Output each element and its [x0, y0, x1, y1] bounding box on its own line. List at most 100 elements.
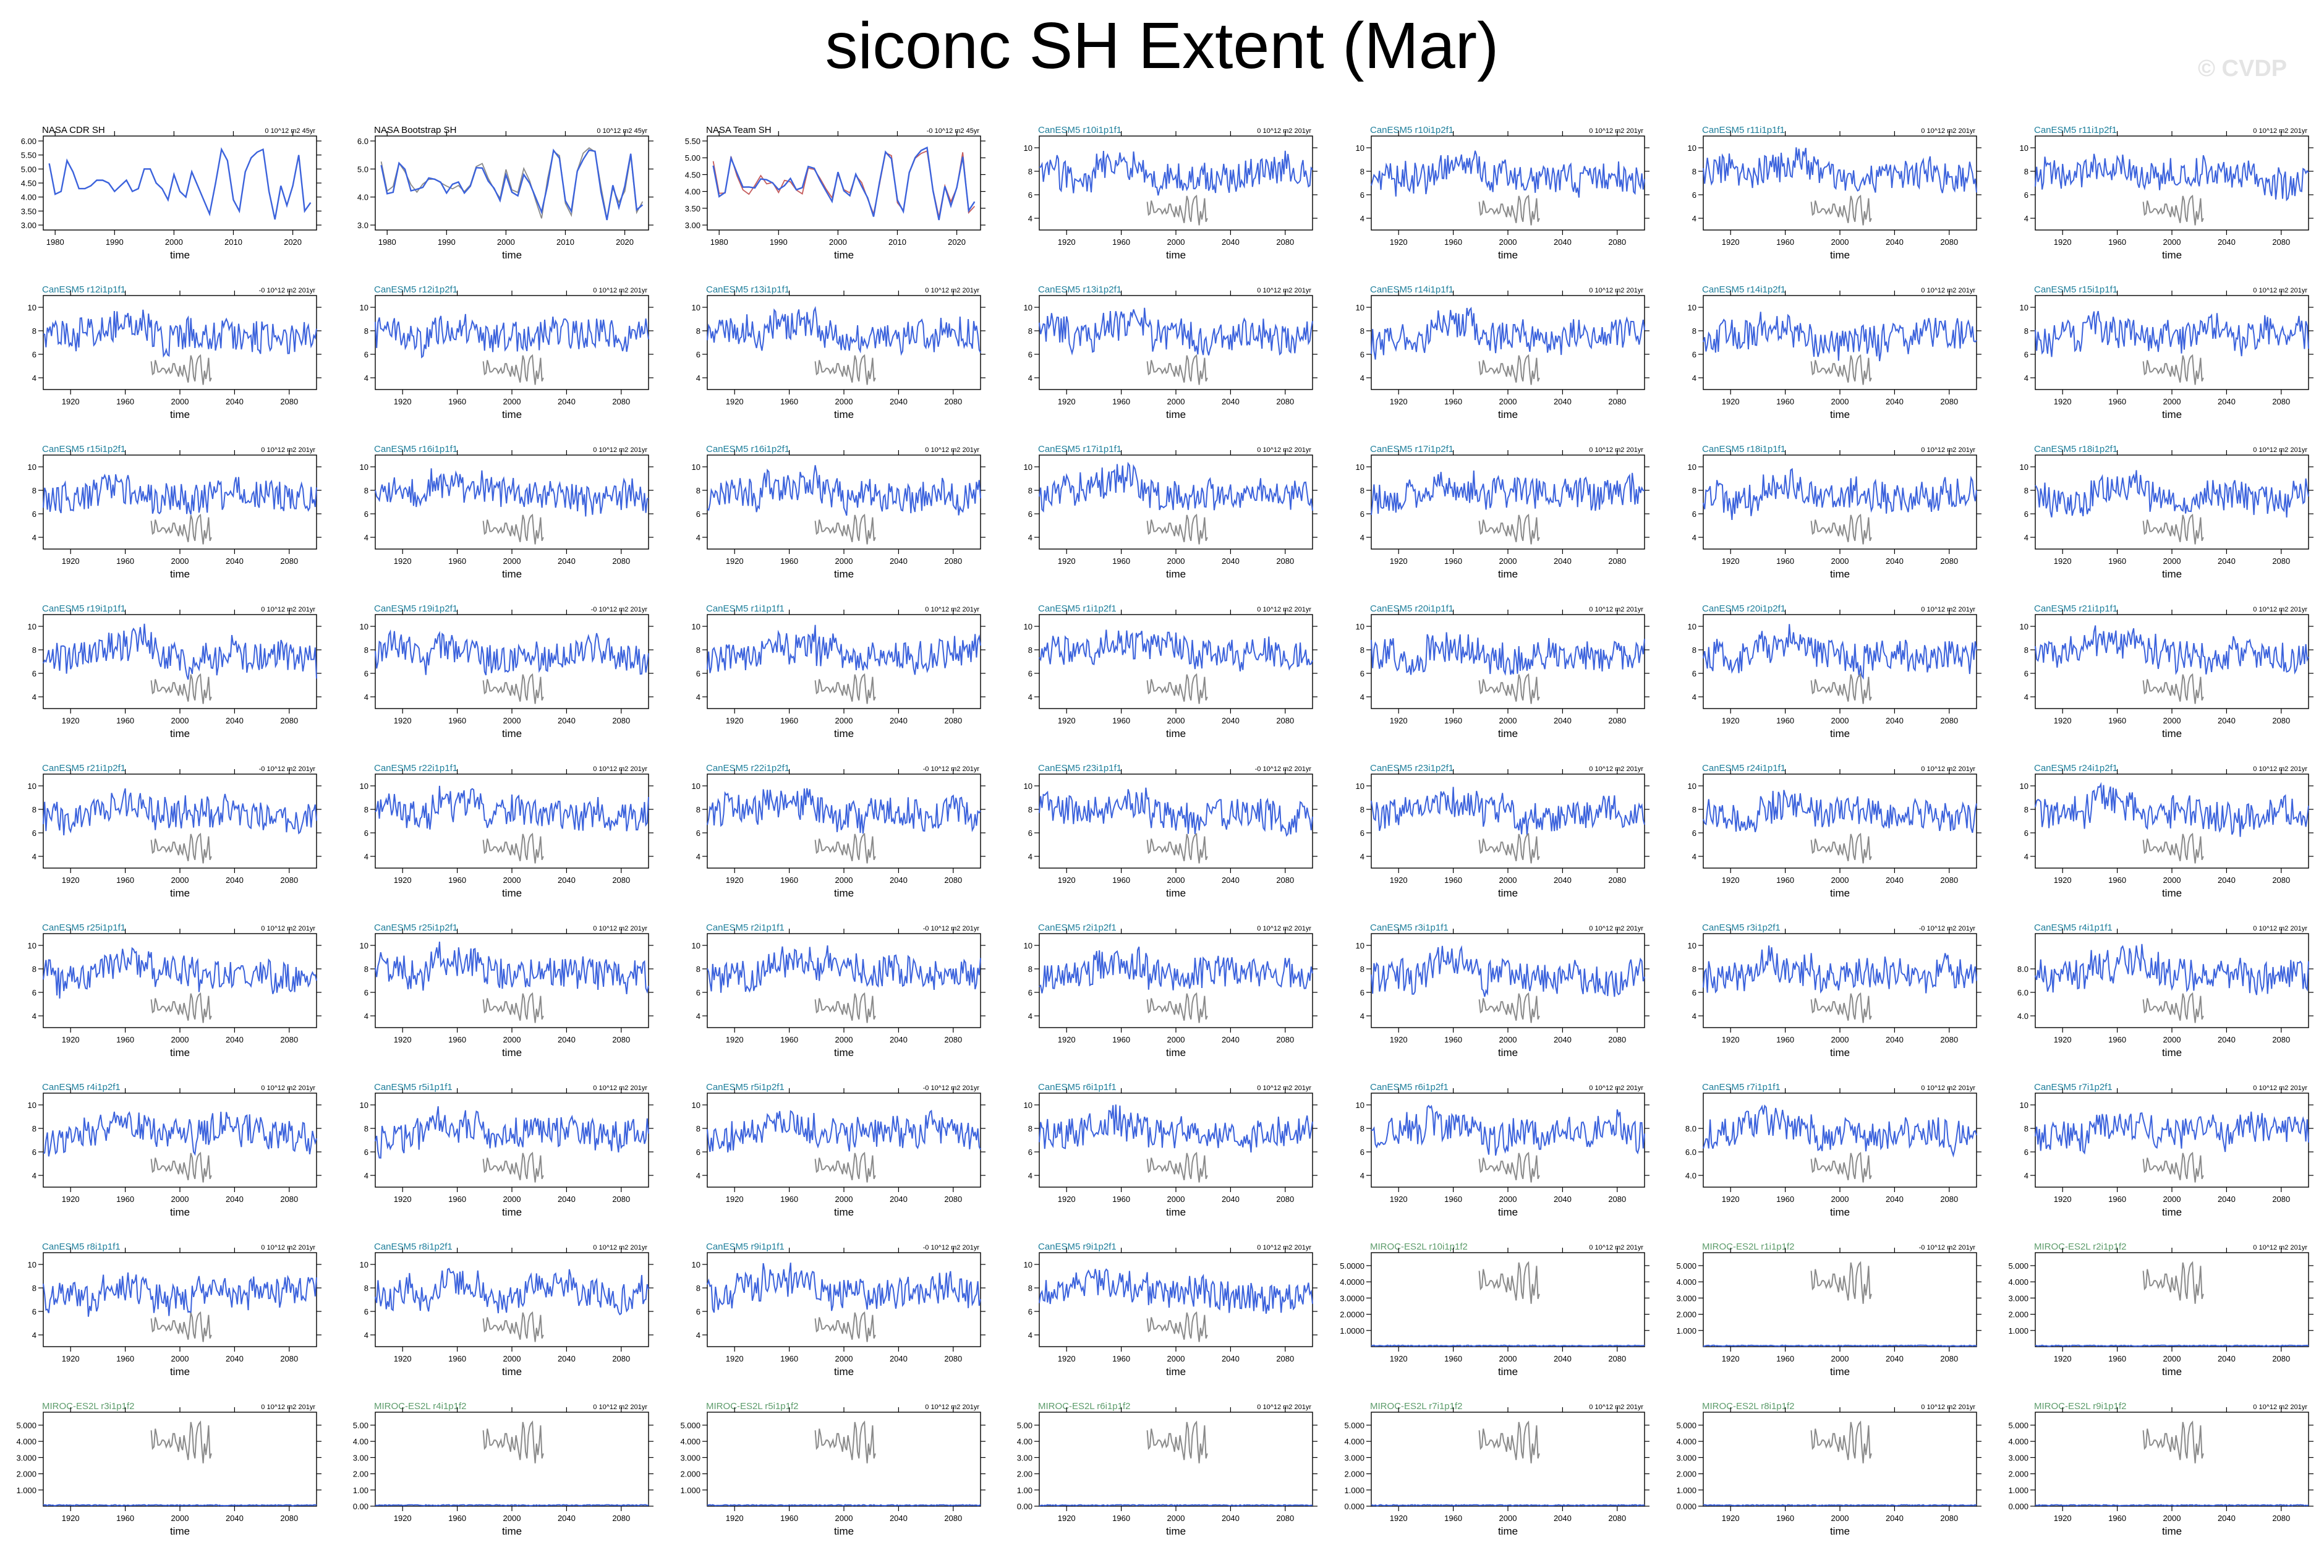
series-line: [43, 1272, 317, 1317]
obs-reference-line: [482, 1151, 544, 1183]
x-tick-label: 2080: [2272, 1514, 2290, 1523]
y-tick-label: 10: [1024, 1101, 1032, 1110]
y-tick-label: 8: [1360, 326, 1364, 336]
x-axis-label: time: [1166, 1047, 1186, 1059]
plot-frame: [1039, 135, 1313, 231]
panel-label: CanESM5 r13i1p2f1: [1038, 284, 1122, 295]
plot-frame: [1703, 773, 1977, 869]
series-line: [43, 309, 317, 358]
panel-label: CanESM5 r15i1p2f1: [42, 444, 126, 454]
y-tick-label: 4: [1692, 373, 1696, 383]
y-tick-label: 6: [1028, 1148, 1032, 1157]
panel-trend: 0 10^12 m2 201yr: [1589, 127, 1643, 135]
panel-label: CanESM5 r7i1p1f1: [1702, 1082, 1781, 1093]
x-tick-label: 2000: [1499, 1354, 1517, 1363]
panel-label: CanESM5 r24i1p2f1: [2034, 763, 2118, 773]
x-tick-label: 2080: [612, 1035, 630, 1044]
x-tick-label: 1920: [1390, 876, 1408, 885]
y-tick-label: 4: [1692, 533, 1696, 542]
x-tick-label: 2000: [503, 1195, 521, 1204]
x-tick-label: 1960: [1776, 1354, 1794, 1363]
y-tick-label: 10: [360, 782, 368, 791]
y-tick-label: 4: [32, 692, 36, 702]
y-tick-label: 8: [364, 965, 368, 974]
x-tick-label: 2080: [2272, 876, 2290, 885]
panel: CanESM5 r4i1p2f1 0 10^12 m2 201yr 4 6 8 10 192…: [28, 1082, 321, 1218]
series-line: [1039, 629, 1313, 671]
plot-frame: [1703, 135, 1977, 231]
y-tick-label: 6: [32, 509, 36, 519]
x-axis-label: time: [2162, 1047, 2182, 1059]
x-axis-label: time: [502, 887, 522, 899]
panel: MIROC-ES2L r4i1p1f2 0 10^12 m2 201yr 0.00 1…: [353, 1401, 653, 1537]
plot-frame: [375, 773, 649, 869]
obs-reference-line: [814, 832, 876, 864]
series-line: [712, 146, 976, 221]
x-axis-label: time: [502, 409, 522, 420]
y-tick-label: 4.50: [21, 179, 36, 188]
x-tick-label: 2000: [503, 876, 521, 885]
panel: CanESM5 r7i1p2f1 0 10^12 m2 201yr 4 6 8 10 192…: [2020, 1082, 2313, 1218]
y-tick-label: 5.50: [21, 151, 36, 160]
y-tick-label: 10: [360, 462, 368, 472]
x-tick-label: 2040: [1554, 716, 1572, 725]
y-tick-label: 8.0: [1685, 1124, 1696, 1133]
y-tick-label: 4: [1360, 852, 1364, 861]
x-tick-label: 2000: [2163, 1354, 2181, 1363]
y-tick-label: 6: [1028, 350, 1032, 359]
x-tick-label: 1920: [62, 1035, 80, 1044]
x-tick-label: 1920: [1390, 237, 1408, 247]
x-tick-label: 1960: [1776, 1514, 1794, 1523]
x-axis-label: time: [1498, 1525, 1518, 1537]
plot-frame: [1371, 933, 1645, 1028]
x-tick-label: 2040: [1222, 1195, 1240, 1204]
x-tick-label: 2040: [2218, 1195, 2236, 1204]
x-tick-label: 1920: [1722, 876, 1740, 885]
x-axis-label: time: [1830, 728, 1850, 739]
y-tick-label: 10: [28, 303, 36, 312]
x-tick-label: 2040: [1554, 1195, 1572, 1204]
x-tick-label: 1920: [1058, 716, 1076, 725]
y-tick-label: 6: [696, 1307, 700, 1316]
x-tick-label: 1990: [106, 237, 124, 247]
x-axis-label: time: [502, 728, 522, 739]
y-tick-label: 10: [692, 1101, 700, 1110]
series-line: [48, 147, 312, 220]
obs-reference-line: [1810, 513, 1872, 545]
panel: NASA Bootstrap SH 0 10^12 m2 45yr 3.0 4.0 5.…: [357, 125, 653, 261]
panel-label: CanESM5 r16i1p1f1: [374, 444, 458, 454]
panel-trend: -0 10^12 m2 201yr: [1255, 765, 1312, 773]
y-tick-label: 6: [364, 1148, 368, 1157]
panel-trend: 0 10^12 m2 201yr: [1589, 925, 1643, 932]
obs-reference-line: [1810, 1420, 1872, 1464]
plot-frame: [375, 614, 649, 709]
series-line: [707, 465, 981, 516]
panel-trend: 0 10^12 m2 201yr: [1921, 446, 1975, 454]
y-tick-label: 6: [1360, 509, 1364, 519]
x-axis-label: time: [502, 249, 522, 261]
panel-label: CanESM5 r5i1p2f1: [706, 1082, 785, 1093]
y-tick-label: 10: [2020, 622, 2028, 631]
panel-label: MIROC-ES2L r6i1p1f2: [1038, 1401, 1131, 1412]
y-tick-label: 3.0000: [1340, 1293, 1364, 1303]
y-tick-label: 10: [1356, 941, 1364, 950]
x-axis-label: time: [170, 249, 190, 261]
panel: CanESM5 r20i1p2f1 0 10^12 m2 201yr 4 6 8 10 19…: [1688, 603, 1981, 739]
series-line: [1039, 1504, 1313, 1507]
x-tick-label: 1960: [2108, 1035, 2126, 1044]
obs-reference-line: [2142, 992, 2204, 1023]
obs-reference-line: [814, 992, 876, 1023]
x-tick-label: 1960: [448, 1354, 466, 1363]
obs-reference-line: [482, 513, 544, 545]
y-tick-label: 4: [1692, 852, 1696, 861]
x-tick-label: 2080: [1940, 556, 1958, 566]
x-axis-label: time: [1498, 887, 1518, 899]
x-tick-label: 2040: [2218, 876, 2236, 885]
x-tick-label: 1920: [1390, 1195, 1408, 1204]
y-tick-label: 4: [364, 852, 368, 861]
panel: CanESM5 r7i1p1f1 0 10^12 m2 201yr 4.0 6.0 8.…: [1685, 1082, 1981, 1218]
obs-reference-line: [1146, 354, 1208, 385]
series-line: [1039, 150, 1313, 196]
x-tick-label: 2080: [1940, 397, 1958, 406]
x-tick-label: 2080: [1276, 397, 1294, 406]
